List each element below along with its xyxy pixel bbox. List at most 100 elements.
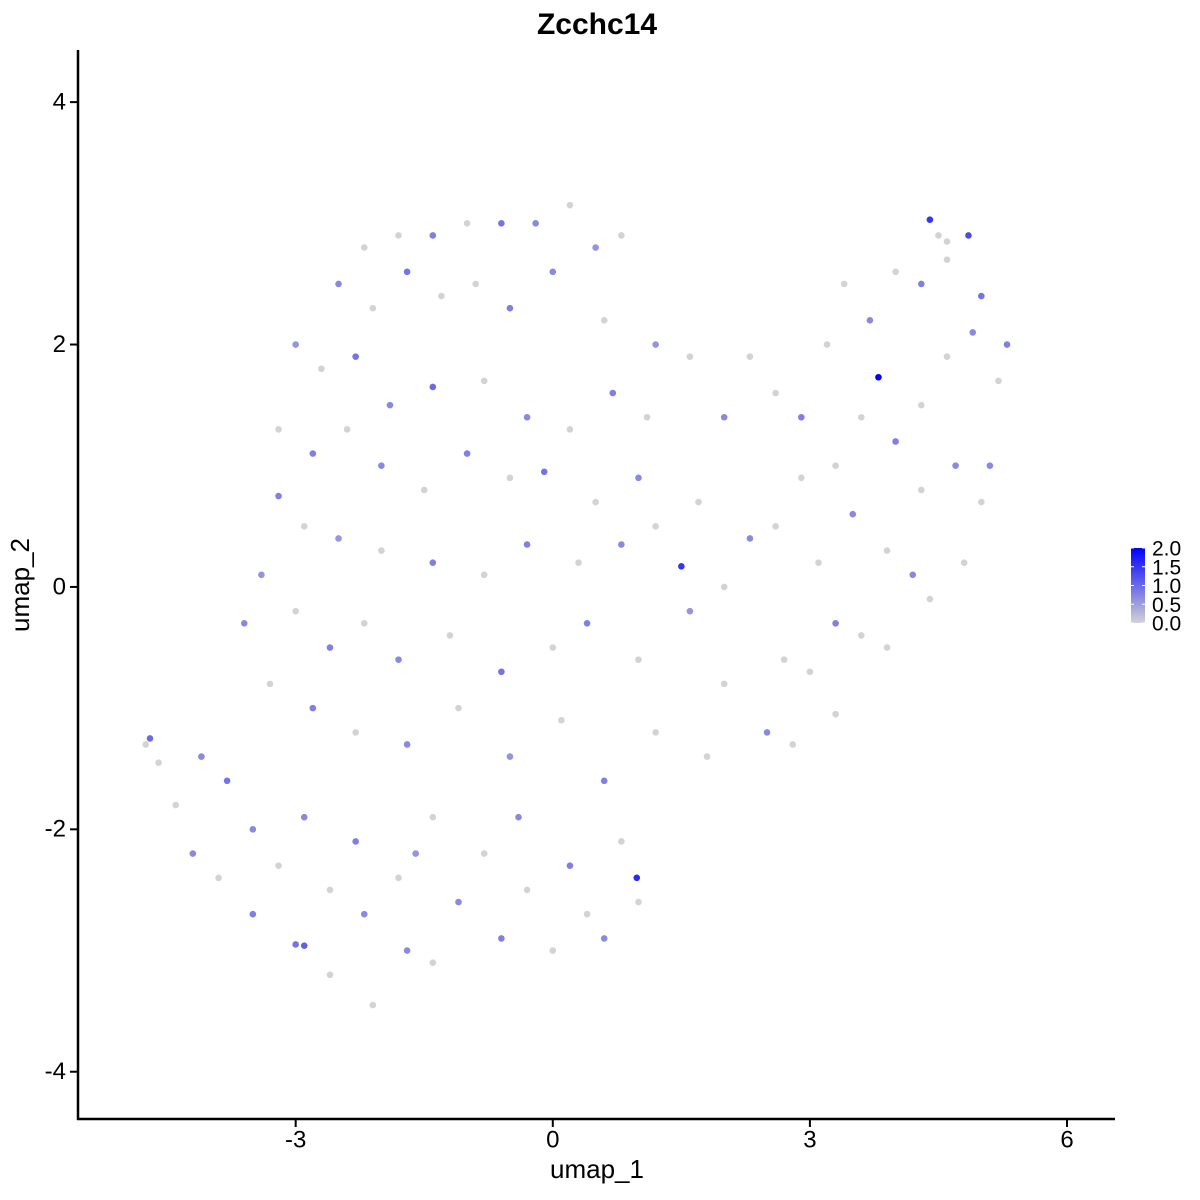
point — [965, 232, 972, 239]
point — [395, 656, 402, 663]
point — [249, 910, 257, 918]
point — [926, 216, 934, 223]
point — [618, 541, 625, 548]
point — [678, 563, 685, 570]
point — [506, 304, 514, 312]
point — [686, 353, 694, 360]
point — [292, 607, 299, 615]
point — [472, 280, 479, 288]
point — [506, 474, 514, 482]
point — [300, 942, 308, 949]
point — [523, 541, 531, 548]
point — [909, 571, 917, 579]
point — [189, 850, 197, 857]
point — [918, 280, 925, 288]
point — [780, 656, 788, 663]
point — [240, 619, 248, 627]
point — [335, 535, 342, 542]
point — [343, 426, 351, 433]
point — [592, 498, 599, 506]
point — [986, 462, 994, 470]
colorbar-label: 0.5 — [1152, 594, 1181, 617]
point — [146, 735, 154, 742]
point — [592, 244, 599, 251]
point — [549, 947, 557, 954]
point — [635, 474, 642, 482]
point — [943, 256, 951, 263]
point — [978, 498, 985, 506]
point — [995, 377, 1002, 385]
point — [720, 680, 728, 688]
point — [883, 644, 891, 651]
x-tick-label: 6 — [1060, 1126, 1073, 1153]
point — [566, 426, 574, 433]
point — [429, 232, 437, 239]
point — [506, 753, 514, 760]
point — [720, 583, 728, 591]
point — [292, 941, 299, 948]
point — [498, 668, 505, 676]
colorbar-label: 2.0 — [1152, 538, 1181, 561]
point — [600, 777, 608, 785]
point — [633, 874, 641, 882]
point — [652, 729, 659, 736]
point — [223, 777, 231, 785]
point — [978, 292, 985, 300]
point — [523, 413, 531, 421]
point — [523, 886, 531, 894]
point — [249, 826, 257, 833]
point — [155, 759, 162, 766]
point — [832, 462, 839, 470]
point — [892, 438, 899, 445]
y-axis-label: umap_2 — [5, 538, 35, 632]
point — [832, 710, 839, 718]
point — [532, 220, 539, 227]
point — [746, 353, 754, 360]
point — [540, 468, 548, 476]
point — [643, 413, 651, 421]
point — [172, 801, 180, 809]
point — [618, 232, 625, 239]
point — [858, 413, 865, 421]
point — [703, 753, 711, 760]
colorbar-label: 0.0 — [1152, 613, 1181, 636]
point — [498, 935, 505, 942]
point — [798, 413, 805, 421]
point — [335, 280, 342, 288]
point — [352, 729, 359, 736]
point — [849, 510, 857, 518]
point — [652, 341, 659, 348]
point — [635, 656, 642, 663]
point — [858, 632, 865, 639]
point — [806, 668, 814, 676]
point — [926, 595, 934, 603]
point — [892, 268, 899, 276]
point — [720, 413, 728, 421]
point — [326, 886, 334, 894]
point — [378, 462, 385, 470]
point — [378, 547, 385, 554]
point — [635, 898, 642, 906]
point — [652, 523, 659, 530]
point — [360, 619, 368, 627]
point — [575, 559, 582, 566]
point — [463, 450, 471, 457]
point — [275, 492, 282, 500]
point — [309, 704, 317, 712]
point — [360, 910, 368, 918]
point — [969, 329, 977, 336]
point — [300, 523, 308, 530]
point — [943, 238, 951, 245]
point — [360, 244, 368, 251]
point — [318, 365, 325, 373]
point — [618, 838, 625, 845]
point — [609, 389, 617, 397]
x-tick-label: 3 — [803, 1126, 816, 1153]
point — [300, 813, 308, 821]
point — [952, 462, 959, 470]
point — [446, 632, 454, 639]
point — [215, 874, 222, 882]
point — [515, 813, 522, 821]
point — [549, 268, 557, 276]
